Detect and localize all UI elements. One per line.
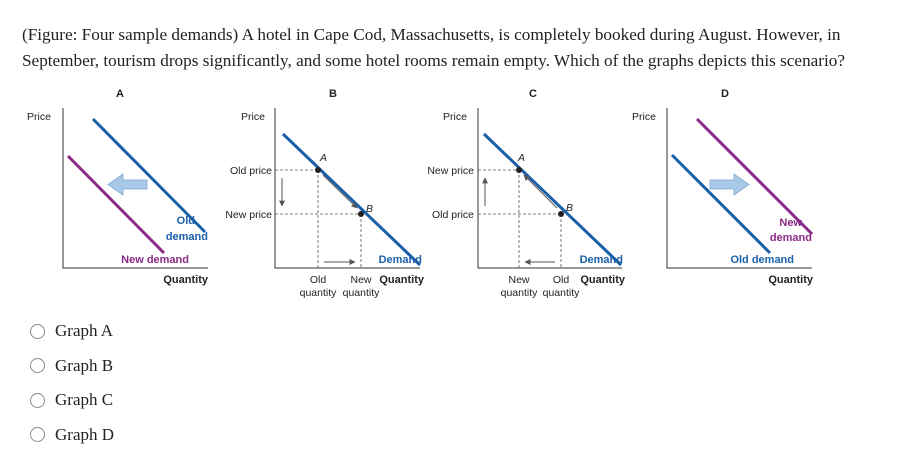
graph-c-point-b-label: B [566, 202, 573, 214]
graph-b-demand-label: Demand [379, 254, 422, 266]
option-graph-d[interactable]: Graph D [30, 418, 114, 453]
graph-a-old-demand-curve [91, 117, 207, 234]
option-label: Graph D [55, 424, 115, 444]
graph-d: D Price New demand Old demand Quantity [632, 88, 814, 286]
graph-d-new-demand-label-2: demand [770, 232, 812, 244]
graph-d-new-demand-curve [695, 117, 814, 236]
option-label: Graph B [55, 355, 114, 375]
graph-b-letter: B [329, 88, 337, 100]
graph-d-old-demand-label: Old demand [730, 254, 794, 266]
graph-b-old-price-label: Old price [230, 165, 272, 177]
graph-c-demand-label: Demand [580, 254, 623, 266]
graph-c: C Price A B New price Old price Demand N… [427, 88, 626, 299]
option-graph-b[interactable]: Graph B [30, 349, 114, 384]
graph-a-x-axis-label: Quantity [163, 274, 208, 286]
graph-d-shift-right-arrow [709, 173, 750, 196]
graph-b-demand-curve [281, 132, 422, 267]
graph-c-demand-curve [482, 132, 623, 267]
graph-a-shift-left-arrow [107, 173, 148, 196]
graph-d-letter: D [721, 88, 729, 100]
radio-button[interactable] [30, 392, 45, 408]
graph-b-point-a-label: A [319, 152, 327, 164]
radio-button[interactable] [30, 427, 45, 443]
graph-b-axes [274, 108, 420, 269]
graph-c-letter: C [529, 88, 537, 100]
graph-a-old-demand-label-2: demand [166, 231, 208, 243]
graph-c-movement-arrow [523, 174, 558, 209]
graph-a-letter: A [116, 88, 124, 100]
graph-d-y-axis-label: Price [632, 111, 656, 123]
option-label: Graph C [55, 390, 114, 410]
graph-c-y-axis-label: Price [443, 111, 467, 123]
option-graph-a[interactable]: Graph A [30, 314, 114, 349]
graph-b-point-b-label: B [366, 203, 373, 215]
graph-c-old-price-label: Old price [432, 209, 474, 221]
graph-b-new-qty-label: New [350, 274, 371, 286]
graph-b-old-qty-label: Old [310, 274, 327, 286]
graph-a-y-axis-label: Price [27, 111, 51, 123]
graph-c-old-qty-label: Old [553, 274, 570, 286]
graph-d-old-demand-curve [670, 153, 772, 255]
graph-d-new-demand-label: New [779, 217, 802, 229]
radio-button[interactable] [30, 323, 45, 339]
four-demand-graphs-figure: A Price Old demand New demand Quantity B… [0, 82, 918, 312]
graph-c-new-qty-label-2: quantity [501, 287, 539, 299]
graph-b: B Price A B Old price New price Demand O… [225, 88, 425, 299]
graph-d-x-axis-label: Quantity [768, 274, 813, 286]
graph-b-point-b [358, 211, 364, 217]
graph-b-y-axis-label: Price [241, 111, 265, 123]
graph-c-new-qty-label: New [508, 274, 529, 286]
graph-b-old-qty-label-2: quantity [300, 287, 338, 299]
graph-a-new-demand-label: New demand [121, 254, 189, 266]
graph-b-x-axis-label: Quantity [379, 274, 424, 286]
option-label: Graph A [55, 321, 114, 341]
graph-c-point-a-label: A [517, 152, 525, 164]
graph-b-point-a [315, 167, 321, 173]
graph-a-axes [62, 108, 208, 269]
graph-a-old-demand-label: Old [177, 215, 195, 227]
graph-a: A Price Old demand New demand Quantity [27, 88, 209, 286]
option-graph-c[interactable]: Graph C [30, 383, 114, 418]
graph-c-new-price-label: New price [427, 165, 474, 177]
graph-b-movement-arrow [322, 174, 358, 209]
graph-d-axes [666, 108, 812, 269]
graph-c-x-axis-label: Quantity [580, 274, 625, 286]
question-text: (Figure: Four sample demands) A hotel in… [22, 25, 846, 70]
graph-c-point-a [516, 167, 522, 173]
graph-c-axes [477, 108, 622, 269]
radio-button[interactable] [30, 358, 45, 374]
graph-b-new-qty-label-2: quantity [343, 287, 381, 299]
graph-a-new-demand-curve [66, 154, 166, 255]
answer-options: Graph A Graph B Graph C Graph D [30, 314, 114, 452]
graph-b-new-price-label: New price [225, 209, 272, 221]
graph-c-point-b [558, 211, 564, 217]
graph-c-old-qty-label-2: quantity [543, 287, 581, 299]
